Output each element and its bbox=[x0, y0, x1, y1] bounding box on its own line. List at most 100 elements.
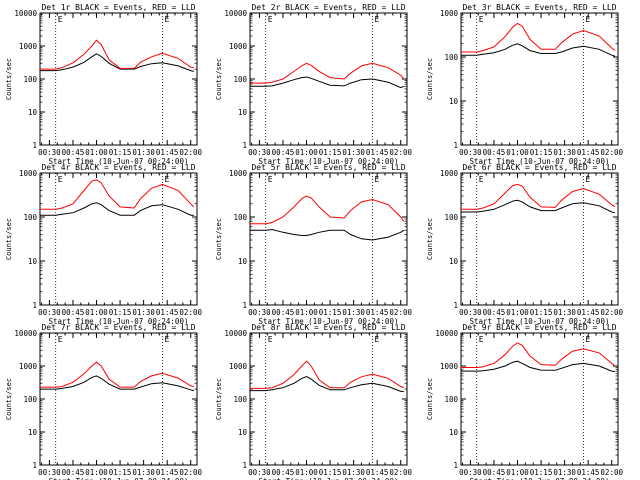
x-tick-label: 00:45 bbox=[62, 148, 85, 157]
detector-panel-2: Det 2r BLACK = Events, RED = LLD 1 10 100 10… bbox=[215, 3, 412, 166]
panel-title: Det 7r BLACK = Events, RED = LLD bbox=[41, 323, 195, 332]
plot-frame bbox=[249, 332, 408, 466]
series-line-lld bbox=[461, 183, 616, 210]
panel-title: Det 2r BLACK = Events, RED = LLD bbox=[251, 3, 405, 12]
event-marker-label: E bbox=[164, 335, 169, 344]
y-tick-label: 10 bbox=[28, 428, 38, 437]
y-axis-label: Counts/sec bbox=[215, 218, 223, 260]
y-tick-label: 1000 bbox=[440, 362, 459, 371]
x-axis-label: Start Time (10-Jun-07 00:24:00) bbox=[49, 157, 189, 166]
y-tick-label: 1 bbox=[32, 301, 37, 310]
x-tick-label: 01:30 bbox=[553, 148, 576, 157]
event-marker-label: E bbox=[164, 175, 169, 184]
detector-panel-8: Det 8r BLACK = Events, RED = LLD 1 10 100 10… bbox=[215, 323, 412, 480]
x-tick-label: 02:00 bbox=[389, 468, 412, 477]
x-tick-label: 00:45 bbox=[272, 148, 295, 157]
detector-panel-3: Det 3r BLACK = Events, RED = LLD 1 10 100 10… bbox=[426, 3, 623, 166]
event-marker-label: E bbox=[479, 335, 484, 344]
x-tick-label: 00:30 bbox=[38, 468, 61, 477]
x-tick-label: 01:00 bbox=[295, 148, 318, 157]
y-tick-label: 100 bbox=[23, 395, 37, 404]
x-tick-label: 01:45 bbox=[577, 148, 600, 157]
x-axis-label: Start Time (10-Jun-07 00:24:00) bbox=[470, 157, 610, 166]
x-tick-label: 01:15 bbox=[530, 148, 553, 157]
x-tick-label: 02:00 bbox=[600, 468, 623, 477]
plot-frame bbox=[39, 12, 198, 146]
y-tick-label: 1 bbox=[242, 461, 247, 470]
panel-title: Det 9r BLACK = Events, RED = LLD bbox=[462, 323, 616, 332]
series-line-events bbox=[461, 43, 616, 57]
x-tick-label: 00:45 bbox=[62, 308, 85, 317]
y-tick-label: 100 bbox=[233, 395, 247, 404]
x-tick-label: 00:30 bbox=[459, 308, 482, 317]
y-tick-label: 10 bbox=[449, 97, 459, 106]
y-tick-label: 100 bbox=[233, 75, 247, 84]
y-tick-label: 100 bbox=[444, 395, 458, 404]
y-tick-label: 1000 bbox=[19, 42, 38, 51]
y-tick-label: 1 bbox=[453, 141, 458, 150]
x-tick-label: 01:30 bbox=[342, 308, 365, 317]
x-tick-label: 01:45 bbox=[577, 468, 600, 477]
x-tick-label: 01:15 bbox=[319, 468, 342, 477]
series-line-lld bbox=[40, 179, 195, 210]
series-line-events bbox=[461, 360, 615, 372]
y-tick-label: 1 bbox=[242, 301, 247, 310]
x-tick-label: 01:00 bbox=[85, 148, 108, 157]
y-tick-label: 1 bbox=[242, 141, 247, 150]
detector-panel-4: Det 4r BLACK = Events, RED = LLD 1 10 100 10… bbox=[5, 163, 202, 326]
y-axis-label: Counts/sec bbox=[426, 218, 434, 260]
series-line-lld bbox=[250, 62, 405, 84]
x-tick-label: 00:45 bbox=[483, 468, 506, 477]
plot-frame bbox=[39, 332, 198, 466]
x-axis-label: Start Time (10-Jun-07 00:24:00) bbox=[259, 477, 399, 480]
plot-frame bbox=[39, 172, 198, 306]
x-tick-label: 01:00 bbox=[85, 308, 108, 317]
y-tick-label: 10000 bbox=[224, 9, 247, 18]
x-tick-label: 02:00 bbox=[389, 308, 412, 317]
panel-title: Det 5r BLACK = Events, RED = LLD bbox=[251, 163, 405, 172]
x-axis-label: Start Time (10-Jun-07 00:24:00) bbox=[49, 317, 189, 326]
y-tick-label: 100 bbox=[444, 213, 458, 222]
y-tick-label: 10 bbox=[28, 257, 38, 266]
x-tick-label: 02:00 bbox=[179, 468, 202, 477]
y-axis-label: Counts/sec bbox=[5, 378, 13, 420]
series-line-events bbox=[250, 375, 404, 392]
y-axis-label: Counts/sec bbox=[5, 218, 13, 260]
y-tick-label: 1 bbox=[32, 461, 37, 470]
x-tick-label: 01:45 bbox=[156, 148, 179, 157]
detector-panel-6: Det 6r BLACK = Events, RED = LLD 1 10 100 10… bbox=[426, 163, 623, 326]
y-tick-label: 10 bbox=[238, 108, 248, 117]
series-line-lld bbox=[461, 342, 616, 368]
series-line-events bbox=[40, 375, 195, 392]
y-tick-label: 1000 bbox=[229, 169, 248, 178]
x-tick-label: 01:15 bbox=[530, 308, 553, 317]
y-tick-label: 1 bbox=[453, 301, 458, 310]
y-tick-label: 10 bbox=[449, 257, 459, 266]
x-tick-label: 02:00 bbox=[600, 148, 623, 157]
y-axis-label: Counts/sec bbox=[5, 58, 13, 100]
panel-title: Det 8r BLACK = Events, RED = LLD bbox=[251, 323, 405, 332]
event-marker-label: E bbox=[479, 15, 484, 24]
y-tick-label: 10000 bbox=[14, 9, 37, 18]
x-tick-label: 01:30 bbox=[342, 468, 365, 477]
x-tick-label: 02:00 bbox=[389, 148, 412, 157]
series-line-lld bbox=[461, 22, 616, 53]
y-tick-label: 10 bbox=[238, 257, 248, 266]
x-tick-label: 01:30 bbox=[342, 148, 365, 157]
plot-frame bbox=[249, 12, 408, 146]
series-line-lld bbox=[40, 361, 194, 388]
event-marker-label: E bbox=[374, 175, 379, 184]
series-line-lld bbox=[250, 195, 405, 225]
y-tick-label: 10000 bbox=[224, 329, 247, 338]
series-line-lld bbox=[40, 39, 194, 70]
y-tick-label: 1000 bbox=[440, 9, 459, 18]
event-marker-label: E bbox=[268, 175, 273, 184]
event-marker-label: E bbox=[164, 15, 169, 24]
y-tick-label: 100 bbox=[23, 213, 37, 222]
y-tick-label: 1 bbox=[32, 141, 37, 150]
x-tick-label: 00:30 bbox=[248, 468, 271, 477]
event-marker-label: E bbox=[58, 335, 63, 344]
plot-frame bbox=[249, 172, 408, 306]
y-tick-label: 10 bbox=[449, 428, 459, 437]
